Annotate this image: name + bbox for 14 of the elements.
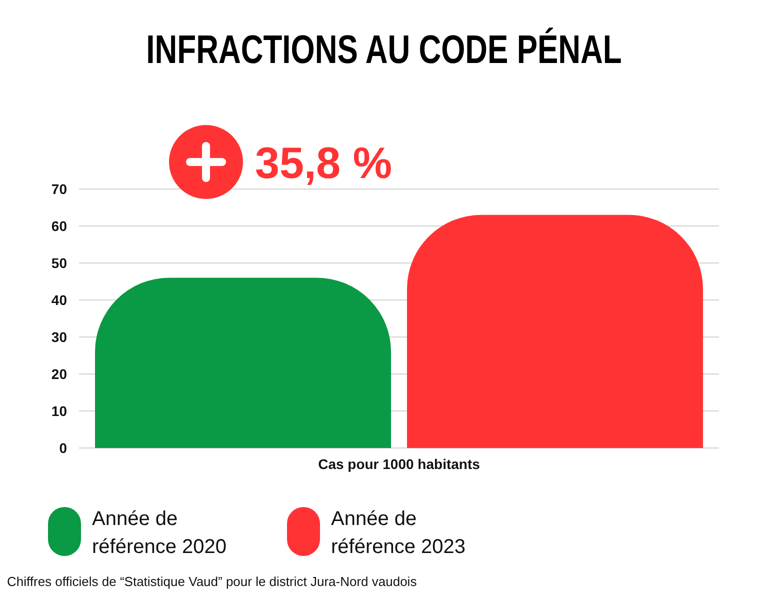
- y-tick-label: 30: [51, 329, 68, 345]
- y-tick-label: 50: [51, 255, 68, 271]
- y-tick-label: 60: [51, 218, 68, 234]
- y-tick-label: 10: [51, 403, 68, 419]
- chart-title: INFRACTIONS AU CODE PÉNAL: [146, 27, 622, 72]
- y-tick-label: 40: [51, 292, 68, 308]
- y-tick-label: 0: [59, 440, 68, 456]
- x-axis-title: Cas pour 1000 habitants: [318, 456, 480, 472]
- y-tick-label: 20: [51, 366, 68, 382]
- text: Année de référence 2023: [331, 508, 466, 558]
- text: 35,8 %: [255, 139, 392, 188]
- y-tick-label: 70: [51, 181, 68, 197]
- text: Chiffres officiels de “Statistique Vaud” pour le district Jura-Nord vaudois: [7, 574, 418, 589]
- text: Année de référence 2020: [92, 508, 227, 558]
